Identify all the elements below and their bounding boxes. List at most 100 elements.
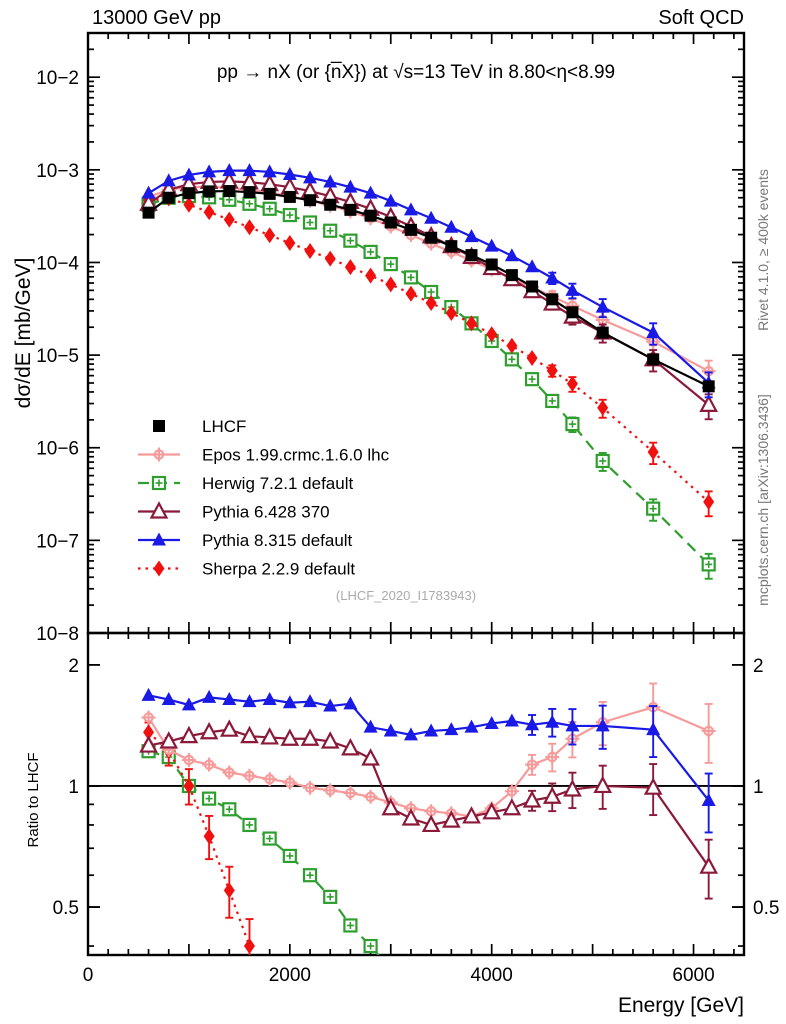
data-point: [202, 164, 217, 178]
data-point: [444, 219, 459, 233]
data-point: [159, 731, 179, 749]
data-point: [343, 696, 358, 710]
data-point: [203, 204, 215, 221]
data-point: [341, 738, 360, 756]
y-tick-label: 10−8: [36, 624, 79, 645]
data-point: [403, 727, 418, 741]
data-point: [566, 306, 579, 319]
data-point: [324, 250, 336, 267]
legend-label: Epos 1.99.crmc.1.6.0 lhc: [202, 446, 390, 465]
data-point: [647, 353, 660, 366]
legend-item: Sherpa 2.2.9 default: [138, 560, 355, 579]
series-pythia: [141, 687, 716, 834]
data-point: [596, 326, 609, 339]
mcplots-source-note: mcplots.cern.ch [arXiv:1306.3436]: [755, 394, 771, 606]
data-point: [161, 173, 176, 187]
data-point: [462, 806, 481, 824]
data-point: [223, 185, 236, 198]
data-point: [526, 280, 539, 293]
data-point: [161, 692, 176, 706]
x-axis-label: Energy [GeV]: [618, 994, 744, 1017]
data-point: [181, 697, 196, 711]
data-point: [243, 219, 255, 236]
series-pythia: [139, 719, 719, 900]
data-point: [303, 170, 318, 184]
data-point: [304, 194, 317, 207]
data-point: [324, 198, 337, 211]
ratio-y-tick-label-right: 1: [753, 777, 764, 798]
data-point: [486, 326, 498, 343]
data-point: [203, 828, 215, 845]
data-point: [484, 715, 499, 729]
data-point: [424, 723, 439, 737]
data-point: [182, 187, 195, 200]
data-point: [139, 735, 158, 753]
legend-item: Pythia 6.428 370: [138, 501, 330, 522]
data-point: [223, 211, 235, 228]
data-point: [320, 731, 340, 749]
data-point: [464, 719, 479, 733]
data-point: [702, 380, 715, 393]
data-point: [444, 722, 459, 736]
data-point: [263, 187, 276, 200]
data-point: [542, 786, 562, 804]
data-point: [646, 722, 661, 736]
ratio-y-tick-label-right: 2: [753, 656, 764, 677]
data-point: [142, 206, 155, 219]
data-point: [545, 714, 560, 728]
data-point: [260, 727, 279, 745]
data-point: [183, 196, 195, 213]
data-point: [465, 249, 478, 262]
data-point: [243, 938, 255, 955]
data-point: [323, 174, 338, 188]
data-point: [303, 694, 318, 708]
data-point: [502, 797, 522, 816]
data-point: [262, 692, 277, 706]
data-point: [383, 193, 398, 207]
data-point: [343, 179, 358, 193]
data-point: [425, 231, 438, 244]
data-point: [363, 185, 378, 199]
data-point: [283, 190, 296, 203]
data-point: [300, 728, 320, 746]
data-point: [485, 258, 498, 271]
data-point: [441, 810, 461, 828]
data-point: [385, 276, 397, 293]
data-point: [565, 718, 580, 732]
series-lhcf: [142, 185, 715, 393]
data-point: [595, 718, 610, 732]
legend-label: LHCF: [202, 417, 246, 436]
data-point: [699, 856, 719, 874]
data-point: [404, 223, 417, 236]
data-point: [280, 728, 300, 746]
data-point: [595, 299, 610, 313]
data-point: [222, 692, 237, 706]
header-left: 13000 GeV pp: [92, 7, 221, 29]
legend-marker: [153, 560, 165, 577]
legend-item: Pythia 8.315 default: [138, 531, 353, 550]
legend-marker: [153, 420, 165, 432]
data-point: [504, 713, 519, 727]
y-tick-label: 10−3: [36, 161, 79, 182]
data-point: [545, 270, 560, 284]
x-tick-label: 6000: [672, 965, 714, 986]
legend-item: Epos 1.99.crmc.1.6.0 lhc: [138, 446, 390, 465]
data-point: [264, 227, 276, 244]
data-point: [401, 808, 421, 826]
data-point: [344, 259, 356, 276]
data-point: [361, 748, 380, 766]
data-point: [646, 325, 661, 339]
x-tick-label: 0: [83, 965, 94, 986]
legend-label: Pythia 8.315 default: [202, 531, 353, 550]
data-point: [141, 687, 156, 701]
series-pythia: [141, 163, 716, 399]
data-point: [424, 210, 439, 224]
data-point: [363, 719, 378, 733]
data-point: [304, 242, 316, 259]
data-point: [445, 304, 457, 321]
panel-frame: [86, 631, 746, 957]
data-point: [199, 721, 219, 740]
data-point: [262, 164, 277, 178]
